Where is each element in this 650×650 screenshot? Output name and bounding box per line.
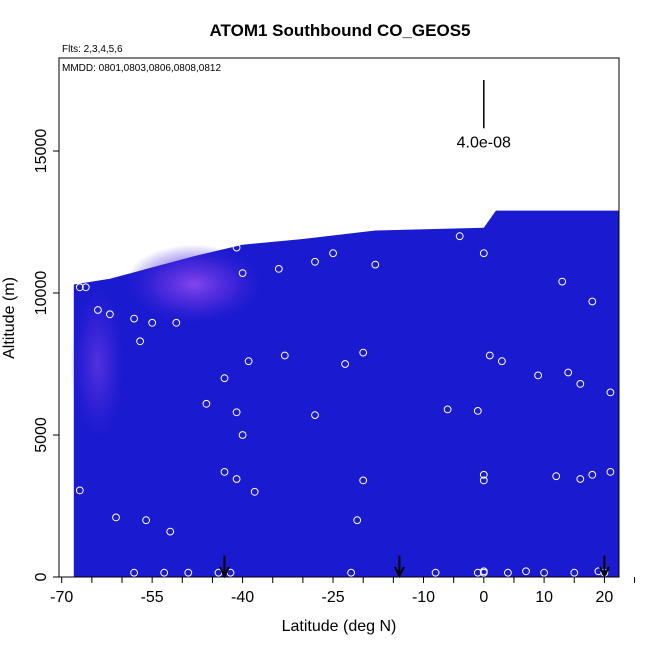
sample-point (106, 310, 114, 319)
sample-point (443, 405, 452, 414)
heatmap-field (69, 210, 619, 577)
sample-point (498, 357, 506, 366)
sample-point (172, 318, 181, 327)
sample-point (558, 277, 567, 286)
sample-point (473, 407, 482, 415)
sample-point (250, 487, 259, 496)
sample-point (238, 431, 247, 439)
x-tick-label: -10 (412, 589, 435, 606)
south-high-region (124, 244, 265, 325)
sample-point (232, 475, 241, 483)
sample-point (274, 265, 283, 273)
sample-point (220, 468, 229, 476)
marker-arrowhead (393, 566, 405, 579)
sample-point (130, 314, 139, 323)
sample-point (311, 257, 319, 266)
y-tick-label: 0 (33, 572, 50, 581)
sample-point (371, 260, 380, 269)
sample-point (479, 567, 488, 576)
sample-point (148, 318, 157, 327)
sample-point (359, 476, 368, 485)
sample-point (576, 475, 585, 483)
x-tick-label: -40 (231, 589, 254, 606)
x-tick-label: -25 (321, 589, 344, 606)
sample-point (280, 351, 289, 360)
sample-point (353, 516, 362, 525)
sample-point (311, 411, 319, 420)
sample-point (232, 408, 241, 417)
sample-point (564, 368, 573, 377)
sample-point (606, 388, 615, 397)
sample-point (202, 399, 211, 408)
x-tick-label: 10 (535, 589, 553, 606)
south-edge-region (69, 284, 126, 444)
sample-point (329, 249, 338, 258)
sample-point (359, 348, 368, 357)
sample-point (648, 315, 650, 322)
sample-point (130, 568, 139, 577)
sample-point (552, 472, 561, 481)
scale-bar-label: 4.0e-08 (457, 134, 511, 151)
sample-point (244, 357, 253, 366)
y-tick-label: 5000 (33, 417, 50, 453)
marker-arrowhead (599, 566, 610, 579)
sample-point (166, 527, 175, 536)
sample-point (606, 468, 615, 476)
sample-point (479, 476, 488, 485)
x-tick-label: 20 (596, 589, 614, 606)
dates-note: MMDD: 0801,0803,0806,0808,0812 (62, 63, 221, 74)
sample-point (431, 568, 440, 577)
y-axis: 0 5000 10000 15000 (33, 129, 59, 581)
sample-point (75, 486, 84, 495)
sample-point (341, 360, 350, 368)
sample-point (534, 371, 542, 380)
sample-point (75, 283, 84, 292)
sample-point (588, 297, 597, 306)
chart-title: ATOM1 Southbound CO_GEOS5 (210, 21, 471, 40)
sample-point (455, 232, 464, 241)
sample-point (238, 269, 247, 278)
sample-point (473, 568, 482, 577)
y-tick-label: 15000 (33, 129, 50, 174)
sample-point (479, 470, 488, 479)
sample-point (347, 568, 356, 577)
sample-point (112, 513, 120, 522)
sample-point (570, 568, 579, 577)
scale-bar: 4.0e-08 (457, 80, 511, 151)
plot-frame (58, 57, 620, 578)
sample-point (94, 306, 102, 314)
sample-point (220, 374, 229, 383)
x-tick-label: -55 (141, 589, 164, 606)
sample-point (160, 568, 169, 577)
sample-point (136, 337, 145, 346)
sample-point (485, 351, 494, 360)
sample-point (479, 249, 488, 258)
flights-note: Flts: 2,3,4,5,6 (62, 44, 123, 55)
y-axis-label: Altitude (m) (1, 277, 18, 359)
sample-point (636, 202, 645, 211)
x-tick-label: -70 (50, 589, 73, 606)
x-axis: -70-55-40-25-1001020304050607080 (50, 577, 636, 606)
y-tick-label: 10000 (33, 271, 50, 316)
sample-point (540, 568, 548, 577)
sample-point (81, 283, 90, 292)
sample-point (588, 470, 597, 479)
x-tick-label: 0 (479, 589, 488, 606)
sample-point (504, 568, 512, 577)
sample-point (576, 380, 585, 388)
flight-markers (219, 555, 610, 579)
sample-point (142, 516, 151, 525)
marker-arrowhead (219, 566, 230, 579)
sample-point (232, 243, 241, 252)
sample-point (522, 567, 530, 576)
x-axis-label: Latitude (deg N) (282, 618, 397, 635)
sample-points (75, 202, 650, 577)
sample-point (184, 568, 193, 577)
